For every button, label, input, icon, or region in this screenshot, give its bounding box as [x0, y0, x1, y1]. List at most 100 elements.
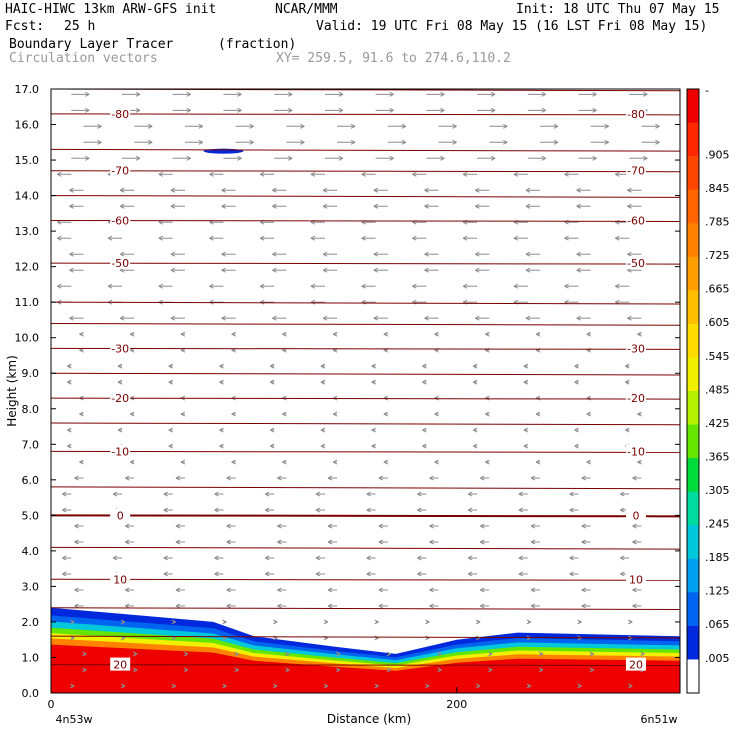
vector-arrowhead	[488, 651, 493, 657]
vector-arrowhead	[209, 171, 214, 177]
vector-arrowhead	[214, 491, 219, 497]
vector-arrowhead	[231, 411, 236, 417]
colorbar-swatch	[687, 156, 699, 191]
vector-arrowhead	[287, 107, 293, 113]
vector-arrowhead	[576, 187, 581, 193]
vector-arrowhead	[417, 491, 422, 497]
vector-arrowhead	[429, 603, 434, 609]
vector-arrowhead	[422, 443, 427, 449]
vector-arrowhead	[371, 427, 376, 433]
contour-label-bg	[110, 213, 131, 227]
vector-arrowhead	[119, 187, 125, 193]
vector-arrowhead	[429, 587, 434, 593]
vector-arrowhead	[277, 587, 282, 593]
vector-arrowhead	[129, 411, 135, 417]
x-tick-label: 200	[446, 698, 467, 711]
vector-arrowhead	[259, 171, 265, 177]
contour-label: -10	[627, 445, 645, 458]
y-tick-label: 5.0	[22, 509, 40, 522]
vector-arrowhead	[120, 683, 126, 689]
contour-label-bg	[625, 657, 646, 671]
vector-arrowhead	[523, 379, 529, 385]
vector-arrowhead	[485, 411, 490, 417]
vector-arrowhead	[632, 523, 637, 529]
vector-arrowhead	[226, 539, 231, 545]
vector-arrowhead	[424, 251, 429, 257]
contour-label: -10	[111, 445, 129, 458]
vector-arrowhead	[285, 651, 290, 657]
vector-arrowhead	[226, 603, 231, 609]
y-tick-label: 14.0	[15, 190, 40, 203]
vector-arrowhead	[643, 155, 648, 161]
vector-arrowhead	[124, 539, 130, 545]
vector-arrowhead	[277, 603, 282, 609]
y-tick-label: 7.0	[22, 438, 40, 451]
vector-arrowhead	[475, 267, 480, 273]
y-tick-label: 16.0	[15, 119, 40, 132]
vector-arrowhead	[67, 443, 72, 449]
vector-arrowhead	[389, 107, 394, 113]
vector-arrowhead	[117, 379, 123, 385]
vector-arrowhead	[503, 123, 508, 129]
vector-arrowhead	[586, 331, 591, 337]
vector-arrowhead	[412, 235, 417, 241]
vector-arrowhead	[386, 651, 392, 657]
vector-arrowhead	[222, 683, 227, 689]
vector-arrowhead	[171, 619, 176, 625]
org-label: NCAR/MMM	[275, 2, 338, 17]
contour-label-bg	[110, 444, 131, 458]
vector-arrowhead	[374, 683, 379, 689]
vector-arrowhead	[69, 251, 74, 257]
vector-arrowhead	[180, 459, 186, 465]
vector-arrowhead	[615, 171, 620, 177]
vector-arrowhead	[490, 91, 496, 97]
vector-arrowhead	[269, 443, 275, 449]
vector-arrowhead	[214, 507, 219, 513]
vector-arrowhead	[57, 171, 62, 177]
vector-arrowhead	[564, 283, 569, 289]
temperature-contour	[51, 262, 680, 265]
vector-arrowhead	[615, 283, 620, 289]
vector-arrowhead	[168, 443, 173, 449]
vector-arrowhead	[69, 203, 74, 209]
temperature-contour	[51, 664, 680, 667]
vector-arrowhead	[434, 331, 439, 337]
vector-arrowhead	[513, 283, 519, 289]
vector-arrowhead	[272, 315, 277, 321]
vector-arrowhead	[282, 459, 287, 465]
vector-arrowhead	[525, 187, 531, 193]
vector-arrowhead	[627, 203, 632, 209]
vector-arrowhead	[422, 427, 427, 433]
vector-arrowhead	[74, 475, 79, 481]
contour-label-bg	[110, 391, 131, 405]
vector-arrowhead	[282, 331, 287, 337]
vector-arrowhead	[120, 619, 126, 625]
vector-arrowhead	[180, 331, 186, 337]
colorbar-label: .545	[705, 350, 730, 363]
vector-arrowhead	[67, 427, 72, 433]
y-tick-label: 10.0	[15, 332, 40, 345]
vector-arrowhead	[231, 459, 236, 465]
vector-arrowhead	[467, 507, 473, 513]
y-tick-label: 6.0	[22, 474, 40, 487]
contour-label: -30	[111, 342, 129, 355]
plot-area: -80 -80 -70 -70 -60 -60 -50 -50 -30 -30 -20 -20 -10 -…	[51, 89, 680, 693]
colorbar-label: -	[705, 84, 709, 97]
vector-arrowhead	[589, 651, 594, 657]
vector-arrowhead	[277, 475, 282, 481]
vector-arrowhead	[70, 619, 75, 625]
vector-arrowhead	[378, 587, 384, 593]
vector-arrowhead	[74, 523, 79, 529]
forecast-hour: 25 h	[64, 19, 96, 34]
vector-arrowhead	[525, 251, 531, 257]
vector-arrowhead	[79, 459, 84, 465]
colorbar-swatch	[687, 458, 699, 493]
vector-arrowhead	[132, 667, 138, 673]
vector-arrowhead	[226, 523, 231, 529]
vector-arrowhead	[389, 91, 394, 97]
colorbar-label: .125	[705, 585, 730, 598]
temperature-contour	[51, 322, 680, 326]
vector-arrowhead	[221, 251, 226, 257]
vector-arrowhead	[170, 187, 176, 193]
contour-label-bg	[625, 106, 646, 120]
